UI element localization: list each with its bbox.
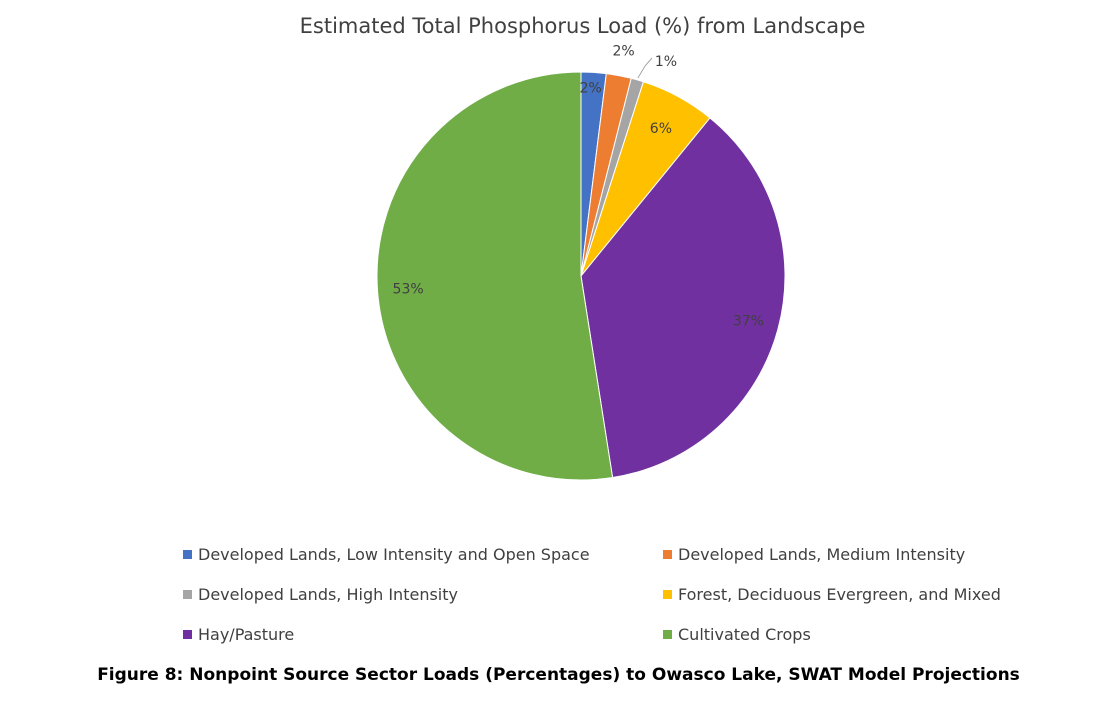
legend-label: Developed Lands, Low Intensity and Open … xyxy=(198,545,590,564)
legend-label: Hay/Pasture xyxy=(198,625,295,644)
pie-slice-hay-pasture xyxy=(580,117,786,479)
legend-label: Cultivated Crops xyxy=(678,625,811,644)
legend-swatch xyxy=(663,550,672,559)
data-label-developed-lands-low-intensity-and-open-space: 2% xyxy=(580,81,602,97)
figure-caption: Figure 8: Nonpoint Source Sector Loads (… xyxy=(97,665,1020,685)
legend-swatch xyxy=(183,550,192,559)
data-label-cultivated-crops: 53% xyxy=(393,282,424,298)
data-label-developed-lands-medium-intensity: 2% xyxy=(612,44,634,60)
legend-item-high-intensity: Developed Lands, High Intensity xyxy=(183,585,458,604)
legend-label: Developed Lands, Medium Intensity xyxy=(678,545,966,564)
legend-item-forest: Forest, Deciduous Evergreen, and Mixed xyxy=(663,585,1001,604)
legend-item-cultivated-crops: Cultivated Crops xyxy=(663,625,811,644)
legend-item-low-intensity: Developed Lands, Low Intensity and Open … xyxy=(183,545,590,564)
legend-item-medium-intensity: Developed Lands, Medium Intensity xyxy=(663,545,965,564)
legend-label: Forest, Deciduous Evergreen, and Mixed xyxy=(678,585,1001,604)
data-label-developed-lands-high-intensity: 1% xyxy=(655,54,677,70)
legend-swatch xyxy=(663,590,672,599)
legend-label: Developed Lands, High Intensity xyxy=(198,585,458,604)
legend-swatch xyxy=(183,590,192,599)
data-label-hay-pasture: 37% xyxy=(733,313,764,329)
leader-line xyxy=(637,57,653,79)
chart-title: Estimated Total Phosphorus Load (%) from… xyxy=(299,14,866,38)
legend-item-hay-pasture: Hay/Pasture xyxy=(183,625,294,644)
pie-slice-cultivated-crops xyxy=(376,71,614,481)
data-label-forest-deciduous-evergreen-and-mixed: 6% xyxy=(650,121,672,137)
legend-swatch xyxy=(663,630,672,639)
legend-swatch xyxy=(183,630,192,639)
